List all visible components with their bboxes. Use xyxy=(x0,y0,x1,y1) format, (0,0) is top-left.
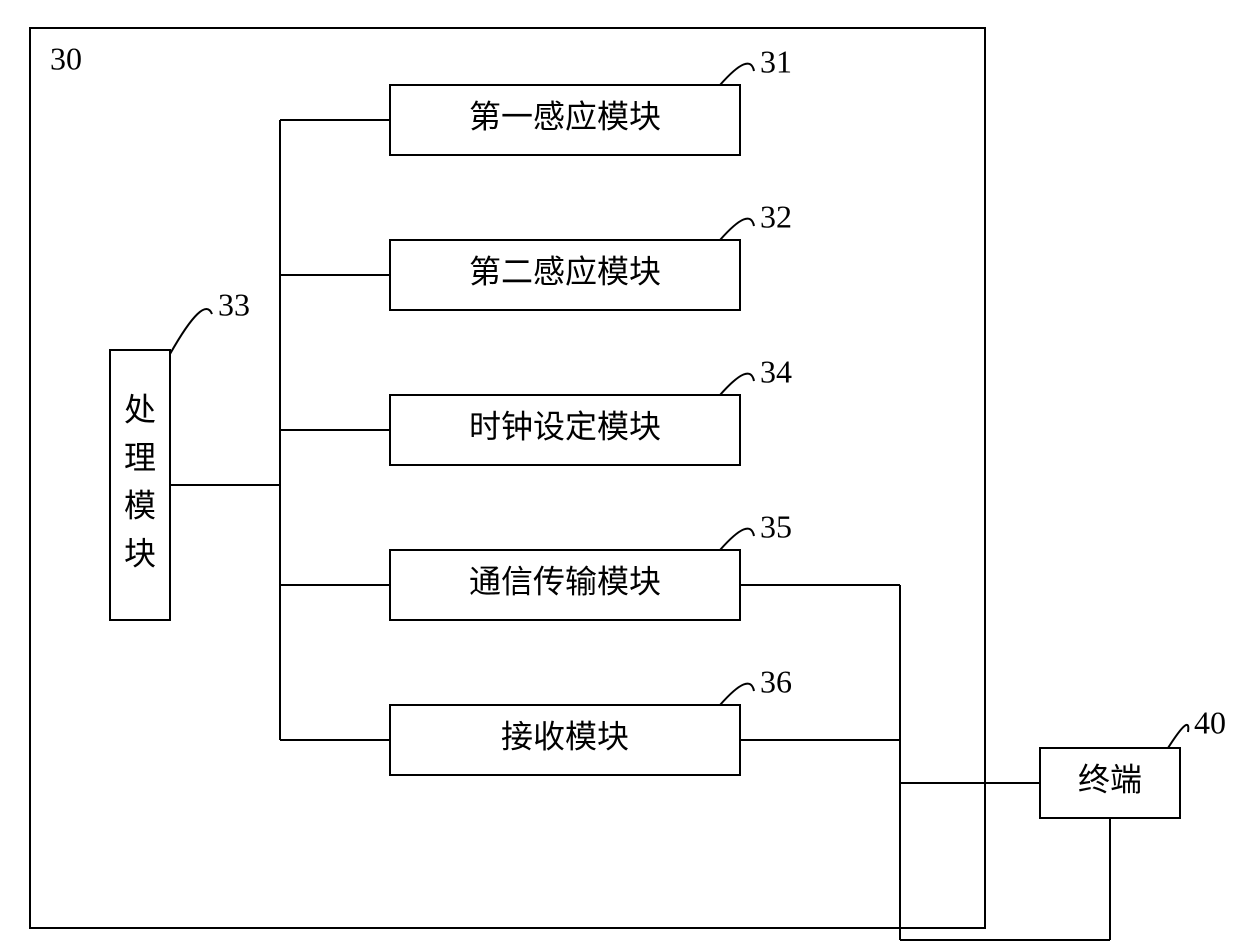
clock-setting-ref: 34 xyxy=(760,353,792,389)
block-diagram: 30 处理模块 33 第一感应模块 31 第二感应模块 32 时钟设定模块 34 通信传输模块 35… xyxy=(0,0,1239,948)
first-sensor-label: 第一感应模块 xyxy=(469,98,661,134)
receive-ref: 36 xyxy=(760,663,792,699)
processing-module-label: 处 xyxy=(124,391,156,427)
terminal-ref: 40 xyxy=(1194,704,1226,740)
second-sensor-ref: 32 xyxy=(760,198,792,234)
first-sensor-ref: 31 xyxy=(760,43,792,79)
second-sensor-label: 第二感应模块 xyxy=(469,253,661,289)
processing-module-label: 模 xyxy=(124,487,156,523)
comm-transmit-ref: 35 xyxy=(760,508,792,544)
container-box xyxy=(30,28,985,928)
terminal-label: 终端 xyxy=(1078,761,1142,797)
processing-module-label: 理 xyxy=(124,439,156,475)
processing-module-label: 块 xyxy=(124,535,156,571)
container-ref: 30 xyxy=(50,40,82,76)
comm-transmit-label: 通信传输模块 xyxy=(469,563,661,599)
processing-module-ref: 33 xyxy=(218,286,250,322)
clock-setting-label: 时钟设定模块 xyxy=(469,408,661,444)
terminal-leader xyxy=(1168,725,1188,748)
receive-label: 接收模块 xyxy=(501,718,629,754)
